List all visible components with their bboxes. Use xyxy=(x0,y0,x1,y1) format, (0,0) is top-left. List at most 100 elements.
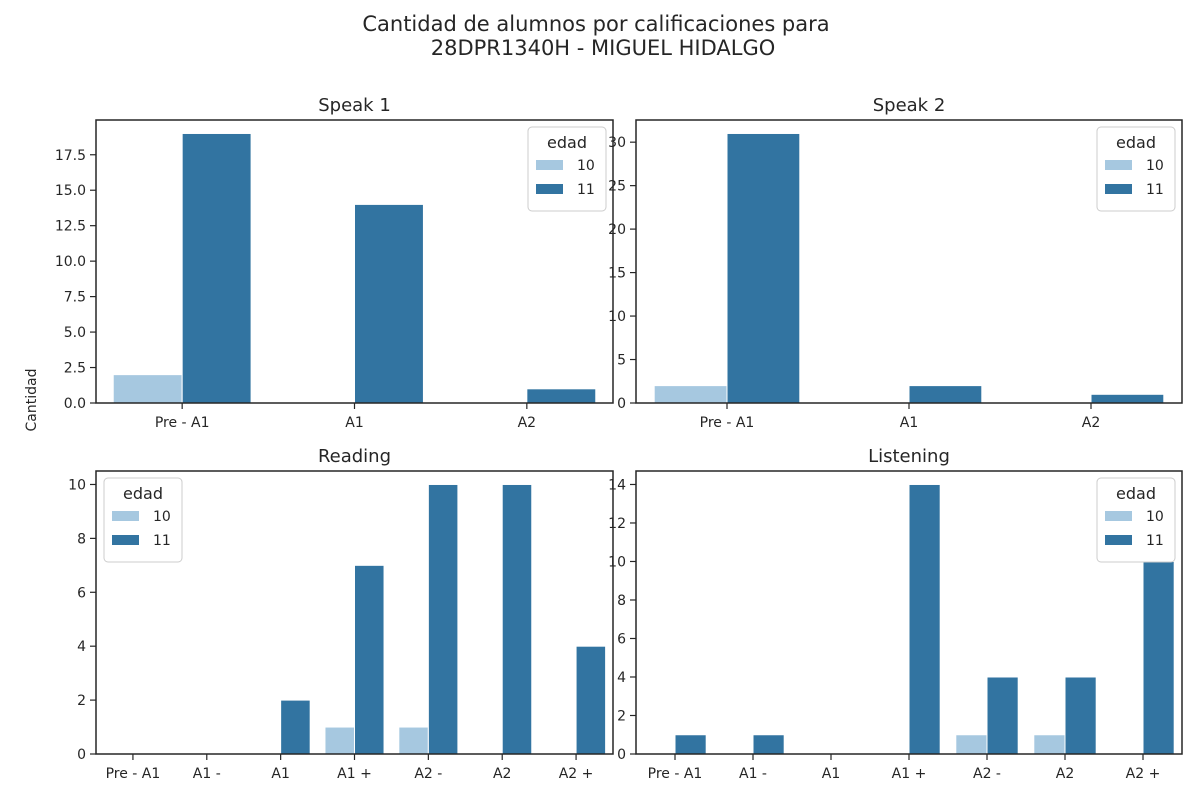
y-axis-label: Cantidad xyxy=(24,369,40,432)
legend: edad 10 11 xyxy=(527,126,607,212)
subplot-title: Listening xyxy=(868,446,950,467)
legend-swatch-age-11 xyxy=(112,535,139,545)
legend-swatch-age-11 xyxy=(536,184,563,194)
x-tick-label: A2 xyxy=(1082,415,1100,431)
y-tick-label: 10 xyxy=(608,309,626,325)
x-tick-label: A1 xyxy=(345,415,363,431)
bar-age-11 xyxy=(526,388,597,404)
bar-age-11 xyxy=(1142,560,1175,755)
y-tick-label: 10 xyxy=(608,554,626,570)
y-tick-label: 2.5 xyxy=(64,361,86,377)
bar-age-11 xyxy=(354,203,424,404)
subplot-title: Reading xyxy=(318,446,391,467)
x-tick-label: A1 xyxy=(900,415,918,431)
x-tick-label: A2 + xyxy=(1126,766,1161,782)
y-tick-label: 2 xyxy=(617,708,626,724)
y-tick-label: 12 xyxy=(608,516,626,532)
subplot-3: Reading 0 2 4 6 8 10 Pre - A1 A1 - A1 A1 + A2 - A2 A2… xyxy=(68,446,614,782)
x-tick-label: A2 - xyxy=(414,766,442,782)
y-tick-label: 0.0 xyxy=(64,396,86,412)
legend-swatch-age-10 xyxy=(536,160,563,170)
y-tick-label: 4 xyxy=(617,670,626,686)
bar-age-11 xyxy=(427,483,459,755)
subplot-4: Listening 0 2 4 6 8 10 12 14 Pre - A1 A1 - A1 A1 + A2… xyxy=(608,446,1183,782)
figure-title-line2: 28DPR1340H - MIGUEL HIDALGO xyxy=(431,36,776,60)
legend-title: edad xyxy=(547,133,587,152)
bar-age-11 xyxy=(575,645,607,755)
y-tick-label: 25 xyxy=(608,179,626,195)
x-tick-label: Pre - A1 xyxy=(648,766,703,782)
legend-swatch-age-11 xyxy=(1105,535,1132,545)
legend-title: edad xyxy=(1116,133,1156,152)
subplot-2: Speak 2 0 5 10 15 20 25 30 Pre - A1 A1 A2 edad 10 11 xyxy=(608,95,1183,431)
y-tick-label: 8 xyxy=(617,593,626,609)
bar-age-10 xyxy=(112,374,183,404)
y-tick-label: 30 xyxy=(608,135,626,151)
plot-frame xyxy=(635,470,1183,755)
x-tick-label: A1 + xyxy=(892,766,927,782)
bar-age-11 xyxy=(752,734,785,755)
legend-label: 10 xyxy=(1146,158,1164,174)
legend-title: edad xyxy=(1116,484,1156,503)
bar-age-11 xyxy=(674,734,707,755)
legend-label: 10 xyxy=(577,158,595,174)
legend-title: edad xyxy=(123,484,163,503)
x-tick-label: A1 - xyxy=(193,766,221,782)
legend-label: 11 xyxy=(1146,533,1164,549)
plot-frame xyxy=(635,119,1183,404)
x-tick-label: Pre - A1 xyxy=(700,415,755,431)
legend-swatch-age-10 xyxy=(112,511,139,521)
legend: edad 10 11 xyxy=(1096,477,1176,563)
y-tick-label: 17.5 xyxy=(55,148,86,164)
bar-age-11 xyxy=(501,483,533,755)
legend-label: 11 xyxy=(1146,182,1164,198)
legend: edad 10 11 xyxy=(103,477,183,563)
x-tick-label: Pre - A1 xyxy=(155,415,210,431)
plot-frame xyxy=(95,119,614,404)
bar-age-11 xyxy=(1090,393,1165,404)
bar-age-10 xyxy=(398,726,429,755)
y-tick-label: 2 xyxy=(77,693,86,709)
plot-frame xyxy=(95,470,614,755)
x-tick-label: A1 - xyxy=(739,766,767,782)
bar-age-10 xyxy=(1033,734,1066,755)
bar-age-10 xyxy=(653,385,728,404)
subplot-1: Speak 1 0.0 2.5 5.0 7.5 10.0 12.5 15.0 17.5 Pre -… xyxy=(55,95,614,431)
x-tick-label: Pre - A1 xyxy=(106,766,161,782)
bar-age-11 xyxy=(986,676,1019,755)
figure-title-line1: Cantidad de alumnos por calificaciones p… xyxy=(362,12,829,36)
x-tick-label: A1 + xyxy=(337,766,372,782)
bar-age-11 xyxy=(354,564,385,755)
legend-label: 10 xyxy=(1146,509,1164,525)
bar-age-10 xyxy=(955,734,988,755)
x-tick-label: A2 xyxy=(493,766,511,782)
y-tick-label: 7.5 xyxy=(64,290,86,306)
legend-swatch-age-10 xyxy=(1105,511,1132,521)
y-tick-label: 14 xyxy=(608,477,626,493)
legend-swatch-age-11 xyxy=(1105,184,1132,194)
bar-age-11 xyxy=(1064,676,1097,755)
bar-age-11 xyxy=(908,385,983,404)
subplot-title: Speak 1 xyxy=(318,95,391,116)
x-tick-label: A2 + xyxy=(559,766,594,782)
y-tick-label: 0 xyxy=(77,747,86,763)
legend-swatch-age-10 xyxy=(1105,160,1132,170)
legend-label: 10 xyxy=(153,509,171,525)
y-tick-label: 8 xyxy=(77,531,86,547)
y-tick-label: 5.0 xyxy=(64,325,86,341)
y-tick-label: 6 xyxy=(617,631,626,647)
x-tick-label: A2 xyxy=(1056,766,1074,782)
x-tick-label: A1 xyxy=(822,766,840,782)
y-tick-label: 20 xyxy=(608,222,626,238)
subplot-title: Speak 2 xyxy=(873,95,946,116)
y-tick-label: 6 xyxy=(77,585,86,601)
legend-label: 11 xyxy=(153,533,171,549)
y-tick-label: 5 xyxy=(617,353,626,369)
y-tick-label: 15 xyxy=(608,266,626,282)
subplots: Speak 1 0.0 2.5 5.0 7.5 10.0 12.5 15.0 17.5 Pre -… xyxy=(55,95,1183,782)
x-tick-label: A2 xyxy=(518,415,536,431)
y-tick-label: 0 xyxy=(617,396,626,412)
y-tick-label: 0 xyxy=(617,747,626,763)
bar-age-11 xyxy=(908,483,941,755)
y-tick-label: 10 xyxy=(68,477,86,493)
